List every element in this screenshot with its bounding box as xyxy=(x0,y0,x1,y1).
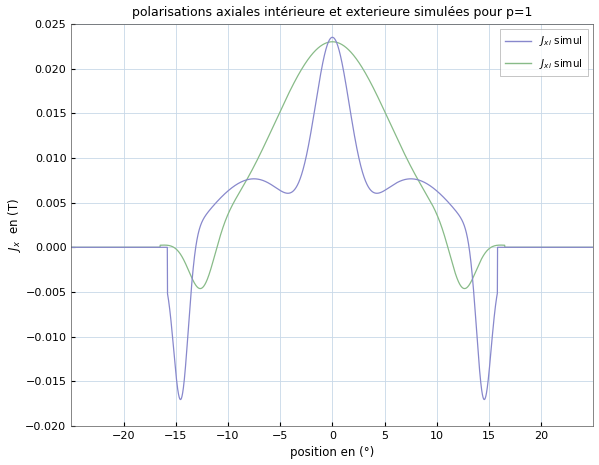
$J_{xi}$ simul xyxy=(407,176,415,182)
Legend: $J_{xi}$ simul, $J_{xi}$ simul: $J_{xi}$ simul, $J_{xi}$ simul xyxy=(500,29,588,76)
$J_{xi}$ simul xyxy=(458,284,465,289)
$J_{xi}$ simul xyxy=(590,245,597,250)
$J_{xi}$ simul xyxy=(162,242,170,248)
$J_{xi}$ simul xyxy=(329,34,336,40)
$J_{xi}$ simul xyxy=(590,245,597,250)
X-axis label: position en (°): position en (°) xyxy=(291,446,374,459)
$J_{xi}$ simul xyxy=(407,164,415,170)
$J_{xi}$ simul xyxy=(162,245,170,250)
Title: polarisations axiales intérieure et exterieure simulées pour p=1: polarisations axiales intérieure et exte… xyxy=(132,6,533,19)
$J_{xi}$ simul xyxy=(497,245,504,250)
$J_{xi}$ simul xyxy=(267,182,274,187)
$J_{xi}$ simul xyxy=(458,216,465,221)
$J_{xi}$ simul xyxy=(381,188,388,193)
$J_{xi}$ simul xyxy=(329,39,336,45)
$J_{xi}$ simul xyxy=(68,245,75,250)
Line: $J_{xi}$ simul: $J_{xi}$ simul xyxy=(71,42,594,289)
$J_{xi}$ simul xyxy=(68,245,75,250)
$J_{xi}$ simul xyxy=(497,242,504,248)
Y-axis label: $J_{x}$  en (T): $J_{x}$ en (T) xyxy=(5,198,23,252)
$J_{xi}$ simul xyxy=(177,397,184,402)
$J_{xi}$ simul xyxy=(196,286,204,292)
$J_{xi}$ simul xyxy=(381,109,388,114)
$J_{xi}$ simul xyxy=(267,129,274,134)
Line: $J_{xi}$ simul: $J_{xi}$ simul xyxy=(71,37,594,399)
